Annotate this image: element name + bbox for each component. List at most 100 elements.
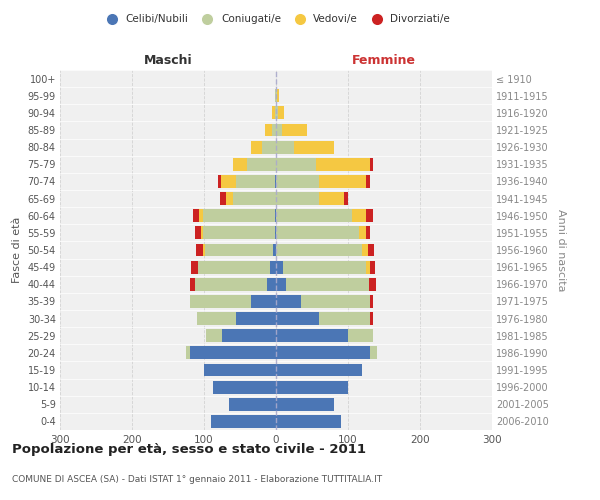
Bar xyxy=(276,312,319,325)
Bar xyxy=(276,398,334,410)
Bar xyxy=(233,192,276,205)
Bar xyxy=(276,415,341,428)
Bar xyxy=(226,192,233,205)
Bar xyxy=(276,158,316,170)
Bar xyxy=(265,124,272,136)
Bar xyxy=(276,192,319,205)
Bar xyxy=(205,244,273,256)
Bar xyxy=(275,175,276,188)
Bar xyxy=(286,278,369,290)
Bar xyxy=(369,278,376,290)
Bar xyxy=(276,140,294,153)
Bar xyxy=(370,346,377,360)
Bar xyxy=(362,244,368,256)
Bar xyxy=(199,210,203,222)
Bar xyxy=(276,295,301,308)
Y-axis label: Anni di nascita: Anni di nascita xyxy=(556,209,566,291)
Bar xyxy=(198,260,270,274)
Bar xyxy=(272,124,276,136)
Text: Maschi: Maschi xyxy=(143,54,193,66)
Bar xyxy=(275,226,276,239)
Bar xyxy=(276,380,348,394)
Bar xyxy=(344,192,348,205)
Y-axis label: Fasce di età: Fasce di età xyxy=(12,217,22,283)
Bar xyxy=(193,210,199,222)
Bar xyxy=(368,244,374,256)
Bar xyxy=(282,124,307,136)
Bar xyxy=(236,175,275,188)
Bar xyxy=(222,330,276,342)
Bar xyxy=(270,260,276,274)
Bar xyxy=(278,106,284,120)
Bar xyxy=(276,278,286,290)
Bar xyxy=(277,90,279,102)
Text: Popolazione per età, sesso e stato civile - 2011: Popolazione per età, sesso e stato civil… xyxy=(12,442,366,456)
Bar xyxy=(319,192,344,205)
Bar xyxy=(196,226,201,239)
Bar xyxy=(229,398,276,410)
Bar xyxy=(276,346,370,360)
Bar xyxy=(221,175,236,188)
Bar xyxy=(201,226,203,239)
Bar xyxy=(251,295,276,308)
Bar xyxy=(203,244,205,256)
Bar xyxy=(370,260,376,274)
Bar xyxy=(276,124,282,136)
Bar xyxy=(262,140,276,153)
Bar xyxy=(233,158,247,170)
Bar xyxy=(275,210,276,222)
Bar xyxy=(316,158,370,170)
Bar xyxy=(272,106,275,120)
Bar xyxy=(197,312,236,325)
Bar xyxy=(276,175,319,188)
Legend: Celibi/Nubili, Coniugati/e, Vedovi/e, Divorziati/e: Celibi/Nubili, Coniugati/e, Vedovi/e, Di… xyxy=(98,10,454,29)
Bar xyxy=(283,260,366,274)
Bar xyxy=(276,106,278,120)
Bar xyxy=(366,226,370,239)
Bar xyxy=(370,295,373,308)
Bar xyxy=(247,158,276,170)
Bar xyxy=(352,210,366,222)
Bar xyxy=(236,312,276,325)
Bar xyxy=(186,346,190,360)
Bar xyxy=(211,415,276,428)
Bar xyxy=(220,192,226,205)
Bar xyxy=(190,295,251,308)
Bar xyxy=(348,330,373,342)
Bar xyxy=(301,295,370,308)
Bar xyxy=(275,106,276,120)
Bar xyxy=(366,260,370,274)
Bar xyxy=(218,175,221,188)
Bar xyxy=(319,175,366,188)
Bar xyxy=(276,244,362,256)
Bar xyxy=(268,278,276,290)
Bar xyxy=(366,210,373,222)
Bar xyxy=(196,244,203,256)
Bar xyxy=(276,210,352,222)
Bar xyxy=(319,312,370,325)
Bar xyxy=(196,278,268,290)
Bar xyxy=(294,140,334,153)
Bar xyxy=(273,244,276,256)
Bar xyxy=(251,140,262,153)
Bar xyxy=(276,364,362,376)
Bar xyxy=(370,312,373,325)
Bar xyxy=(276,260,283,274)
Bar xyxy=(366,175,370,188)
Bar xyxy=(204,364,276,376)
Bar xyxy=(212,380,276,394)
Text: COMUNE DI ASCEA (SA) - Dati ISTAT 1° gennaio 2011 - Elaborazione TUTTITALIA.IT: COMUNE DI ASCEA (SA) - Dati ISTAT 1° gen… xyxy=(12,476,382,484)
Bar xyxy=(359,226,366,239)
Bar xyxy=(276,226,359,239)
Bar xyxy=(203,226,275,239)
Bar xyxy=(370,158,373,170)
Bar xyxy=(275,90,276,102)
Bar xyxy=(206,330,222,342)
Bar xyxy=(203,210,275,222)
Bar xyxy=(191,260,198,274)
Bar xyxy=(190,278,196,290)
Bar xyxy=(276,90,277,102)
Text: Femmine: Femmine xyxy=(352,54,416,66)
Bar xyxy=(190,346,276,360)
Bar xyxy=(276,330,348,342)
